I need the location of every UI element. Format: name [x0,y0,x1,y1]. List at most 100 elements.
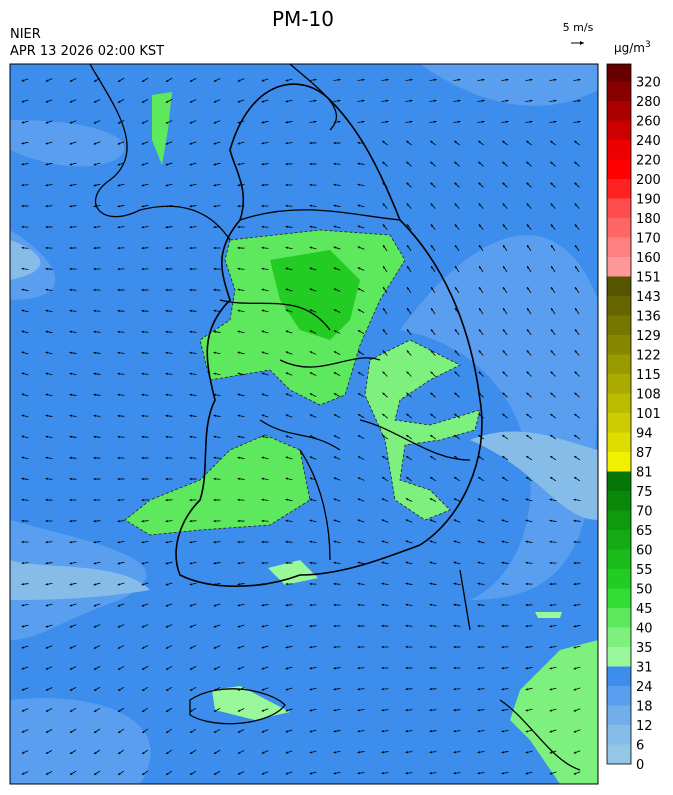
wind-arrowhead [382,371,385,374]
unit-label: µg/m3 [614,40,651,55]
wind-arrowhead [189,225,192,229]
wind-arrowhead [454,329,458,332]
wind-arrowhead [237,604,240,607]
wind-arrowhead [453,771,456,775]
wind-arrowhead [285,162,288,166]
wind-arrowhead [530,120,533,123]
wind-arrowhead [526,140,529,144]
light-blue-region [10,64,598,784]
wind-arrowhead [69,246,72,250]
wind-arrowhead [94,751,97,754]
wind-arrowhead [237,121,241,124]
title: PM-10 [272,7,334,31]
wind-arrowhead [93,541,96,544]
wind-arrowhead [213,709,217,712]
colorbar-segment [607,588,631,608]
wind-arrowhead [93,79,97,82]
wind-arrowhead [261,477,264,480]
wind-arrowhead [501,751,504,754]
wind-arrowhead [93,562,96,565]
wind-arrowhead [165,205,168,208]
colorbar-label: 75 [636,485,653,500]
wind-arrowhead [453,603,456,607]
wind-arrowhead [93,121,97,124]
wind-arrowhead [190,772,193,775]
wind-arrowhead [165,498,168,502]
wind-arrowhead [431,266,434,269]
wind-arrowhead [45,246,48,250]
wind-arrowhead [453,708,456,712]
wind-arrowhead [430,434,433,438]
wind-arrowhead [549,667,553,670]
wind-arrowhead [525,603,528,607]
wind-arrowhead [261,121,265,124]
wind-arrowhead [525,667,528,670]
wind-arrowhead [141,372,144,376]
wind-arrowhead [477,519,481,522]
wind-arrowhead [213,204,216,208]
wind-arrowhead [453,687,456,691]
wind-arrowhead [117,121,121,124]
wind-arrowhead [382,413,385,417]
wind-arrowhead [69,267,72,271]
wind-arrowhead [237,667,241,670]
wind-arrowhead [381,729,384,733]
wind-arrowhead [141,225,144,229]
wind-arrowhead [526,392,529,396]
wind-arrowhead [503,287,506,290]
colorbar-label: 108 [636,388,661,403]
wind-arrowhead [261,582,264,586]
wind-arrowhead [69,519,72,523]
wind-arrowhead [314,120,317,123]
wind-arrowhead [406,350,410,353]
wind-arrowhead [141,477,144,481]
colorbar-label: 101 [636,407,661,422]
wind-arrowhead [165,351,168,355]
wind-arrowhead [117,100,121,103]
wind-arrowhead [333,225,337,228]
wind-arrowhead [21,519,24,523]
wind-arrowhead [501,603,504,607]
wind-arrowhead [573,667,577,670]
wind-arrowhead [21,751,25,754]
wind-arrowhead [213,309,216,313]
wind-arrowhead [213,519,216,523]
wind-arrowhead [45,435,48,438]
wind-arrowhead [309,498,313,501]
wind-arrowhead [261,561,264,565]
wind-arrowhead [575,287,578,290]
wind-arrowhead [430,477,433,480]
wind-arrowhead [141,604,145,607]
wind-arrowhead [406,161,409,165]
wind-arrowhead [237,288,240,291]
wind-arrowhead [549,751,553,754]
wind-arrowhead [285,414,289,417]
wind-arrowhead [501,645,504,649]
wind-arrowhead [525,709,528,712]
colorbar-label: 260 [636,115,661,130]
wind-arrowhead [453,519,457,522]
wind-arrowhead [405,540,409,543]
colorbar-label: 280 [636,95,661,110]
wind-arrowhead [117,351,120,355]
wind-arrowhead [141,142,145,145]
wind-arrowhead [333,645,336,649]
wind-arrowhead [261,393,265,396]
wind-arrowhead [141,646,145,649]
colorbar-label: 136 [636,310,661,325]
colorbar-label: 60 [636,544,653,559]
wind-arrowhead [333,477,337,480]
colorbar-segment [607,179,631,199]
wind-arrowhead [574,161,577,165]
wind-arrowhead [526,329,530,332]
wind-arrowhead [381,540,385,543]
wind-arrowhead [549,498,552,501]
wind-arrowhead [501,730,504,733]
wind-arrowhead [165,163,169,166]
wind-arrowhead [261,183,264,187]
wind-arrowhead [502,477,505,480]
colorbar-label: 180 [636,212,661,227]
wind-arrowhead [166,772,169,775]
wind-arrowhead [189,142,193,145]
wind-arrowhead [45,477,48,481]
